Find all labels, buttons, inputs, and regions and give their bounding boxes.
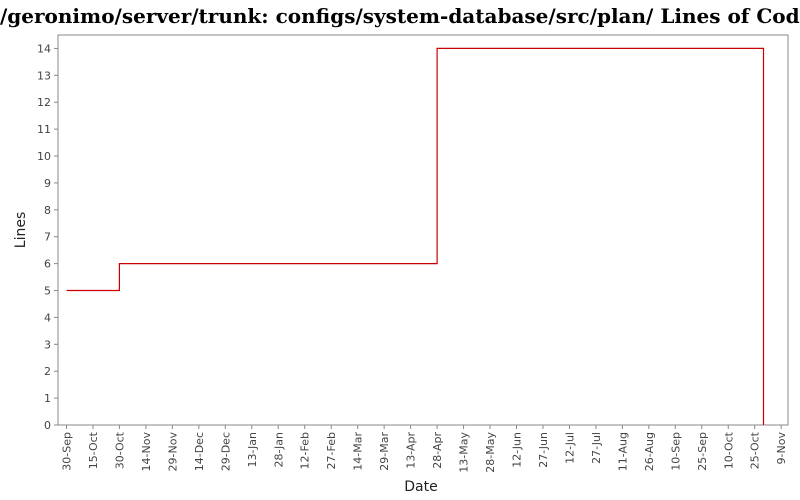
y-tick-label: 10 [37,150,51,163]
y-tick-label: 9 [44,177,51,190]
x-axis-title: Date [404,479,437,495]
y-tick-label: 1 [44,392,51,405]
y-tick-label: 13 [37,69,51,82]
x-tick-label: 12-Jul [563,432,576,464]
x-tick-label: 14-Dec [193,432,206,471]
y-tick-label: 12 [37,96,51,109]
x-tick-label: 11-Aug [616,432,629,471]
y-tick-label: 14 [37,42,51,55]
x-tick-label: 30-Sep [61,432,74,471]
x-tick-label: 27-Jul [590,432,603,464]
x-tick-label: 13-Apr [405,432,418,469]
series-layer [66,47,765,425]
y-tick-label: 3 [44,338,51,351]
x-tick-label: 29-Mar [378,432,391,471]
x-tick-label: 28-Apr [431,432,444,469]
x-tick-label: 30-Oct [113,431,126,469]
x-tick-label: 27-Jun [537,432,550,468]
x-tick-label: 27-Feb [325,432,338,469]
x-tick-label: 15-Oct [87,431,100,469]
x-tick-label: 14-Nov [140,432,153,472]
x-axis: 30-Sep 15-Oct 30-Oct 14-Nov 29-Nov 14-Dec 29-D… [61,425,788,473]
y-tick-label: 11 [37,123,51,136]
y-tick-label: 7 [44,231,51,244]
y-tick-label: 6 [44,258,51,271]
y-axis-title: Lines [13,212,29,248]
x-tick-label: 12-Feb [299,432,312,469]
x-tick-label: 9-Nov [775,432,788,465]
series-line [66,47,765,425]
x-tick-label: 13-May [458,432,471,473]
x-tick-label: 12-Jun [510,432,523,468]
x-tick-label: 29-Nov [166,432,179,472]
y-tick-label: 0 [44,419,51,432]
x-tick-label: 14-Mar [352,432,365,471]
x-tick-label: 25-Oct [749,431,762,469]
x-tick-label: 10-Oct [722,431,735,469]
x-tick-label: 13-Jan [246,432,259,468]
y-tick-label: 8 [44,204,51,217]
y-tick-label: 5 [44,285,51,298]
plot-area [57,34,789,426]
y-tick-label: 2 [44,365,51,378]
x-tick-label: 25-Sep [696,432,709,471]
x-tick-label: 28-Jan [272,432,285,468]
x-tick-label: 10-Sep [669,432,682,471]
chart-title: /geronimo/server/trunk: configs/system-d… [0,4,800,28]
x-tick-label: 29-Dec [219,432,232,471]
y-tick-label: 4 [44,311,51,324]
x-tick-label: 26-Aug [643,432,656,471]
x-tick-label: 28-May [484,432,497,473]
